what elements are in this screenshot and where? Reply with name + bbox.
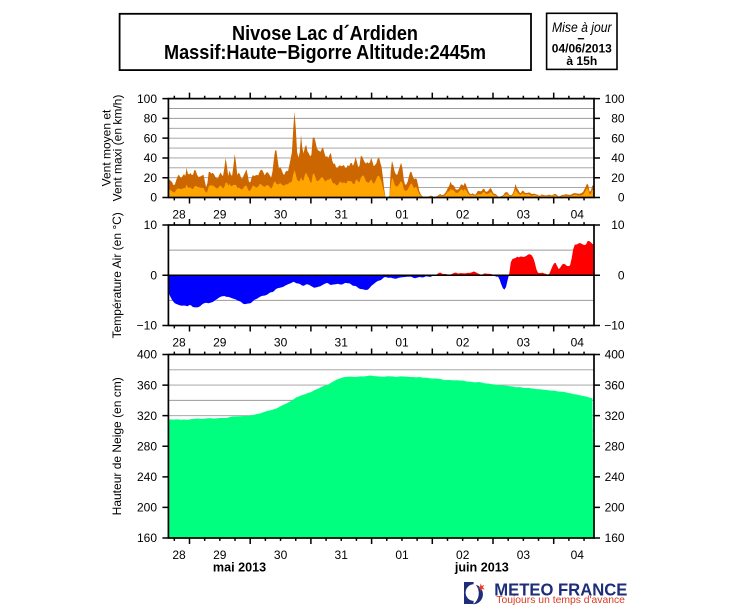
- svg-text:280: 280: [137, 439, 157, 453]
- svg-text:02: 02: [456, 548, 470, 562]
- svg-text:à 15h: à 15h: [566, 54, 597, 68]
- svg-text:29: 29: [213, 336, 227, 350]
- svg-text:29: 29: [213, 548, 227, 562]
- svg-text:Vent maxi (en km/h): Vent maxi (en km/h): [111, 95, 125, 202]
- svg-text:200: 200: [137, 501, 157, 515]
- svg-text:20: 20: [611, 171, 625, 185]
- svg-text:40: 40: [611, 151, 625, 165]
- svg-text:30: 30: [274, 208, 288, 222]
- svg-text:31: 31: [335, 208, 349, 222]
- svg-text:100: 100: [605, 92, 625, 106]
- svg-text:31: 31: [335, 548, 349, 562]
- svg-text:360: 360: [137, 378, 157, 392]
- svg-text:80: 80: [144, 112, 158, 126]
- svg-text:Mise à jour: Mise à jour: [552, 20, 612, 35]
- svg-text:Hauteur de Neige (en cm): Hauteur de Neige (en cm): [110, 377, 124, 515]
- svg-text:20: 20: [144, 171, 158, 185]
- svg-text:320: 320: [605, 409, 625, 423]
- svg-text:10: 10: [144, 218, 158, 232]
- svg-text:Massif:Haute−Bigorre Altitude:: Massif:Haute−Bigorre Altitude:2445m: [164, 42, 486, 64]
- svg-text:400: 400: [605, 348, 625, 362]
- svg-text:360: 360: [605, 378, 625, 392]
- svg-text:04: 04: [571, 208, 585, 222]
- svg-text:280: 280: [605, 439, 625, 453]
- svg-text:03: 03: [517, 208, 531, 222]
- svg-text:03: 03: [517, 336, 531, 350]
- svg-text:60: 60: [611, 131, 625, 145]
- svg-text:01: 01: [395, 208, 409, 222]
- svg-text:40: 40: [144, 151, 158, 165]
- svg-text:Toujours un temps d'avance: Toujours un temps d'avance: [496, 595, 625, 606]
- svg-text:29: 29: [213, 208, 227, 222]
- svg-text:Vent moyen et: Vent moyen et: [100, 109, 114, 186]
- svg-text:Température Air (en °C): Température Air (en °C): [110, 212, 124, 338]
- svg-text:160: 160: [137, 531, 157, 545]
- svg-text:320: 320: [137, 409, 157, 423]
- svg-text:01: 01: [395, 336, 409, 350]
- svg-text:0: 0: [618, 191, 625, 205]
- svg-text:30: 30: [274, 548, 288, 562]
- svg-text:28: 28: [172, 208, 186, 222]
- svg-text:−10: −10: [604, 319, 625, 333]
- svg-text:160: 160: [605, 531, 625, 545]
- svg-text:28: 28: [172, 336, 186, 350]
- svg-text:10: 10: [611, 218, 625, 232]
- svg-text:Nivose Lac d´Ardiden: Nivose Lac d´Ardiden: [232, 23, 418, 45]
- svg-text:01: 01: [395, 548, 409, 562]
- svg-text:04: 04: [571, 336, 585, 350]
- svg-text:02: 02: [456, 208, 470, 222]
- svg-text:28: 28: [172, 548, 186, 562]
- svg-text:03: 03: [517, 548, 531, 562]
- svg-text:0: 0: [150, 268, 157, 282]
- svg-text:400: 400: [137, 348, 157, 362]
- svg-text:30: 30: [274, 336, 288, 350]
- svg-text:240: 240: [137, 470, 157, 484]
- svg-text:04: 04: [571, 548, 585, 562]
- svg-text:100: 100: [137, 92, 157, 106]
- svg-text:0: 0: [150, 191, 157, 205]
- svg-text:240: 240: [605, 470, 625, 484]
- svg-text:−10: −10: [137, 319, 158, 333]
- svg-text:31: 31: [335, 336, 349, 350]
- svg-text:0: 0: [618, 268, 625, 282]
- svg-text:juin 2013: juin 2013: [454, 561, 509, 575]
- svg-text:04/06/2013: 04/06/2013: [552, 42, 612, 56]
- svg-text:200: 200: [605, 501, 625, 515]
- svg-text:METEO FRANCE: METEO FRANCE: [494, 580, 627, 600]
- svg-text:80: 80: [611, 112, 625, 126]
- svg-text:60: 60: [144, 131, 158, 145]
- svg-text:02: 02: [456, 336, 470, 350]
- svg-text:mai 2013: mai 2013: [213, 561, 266, 575]
